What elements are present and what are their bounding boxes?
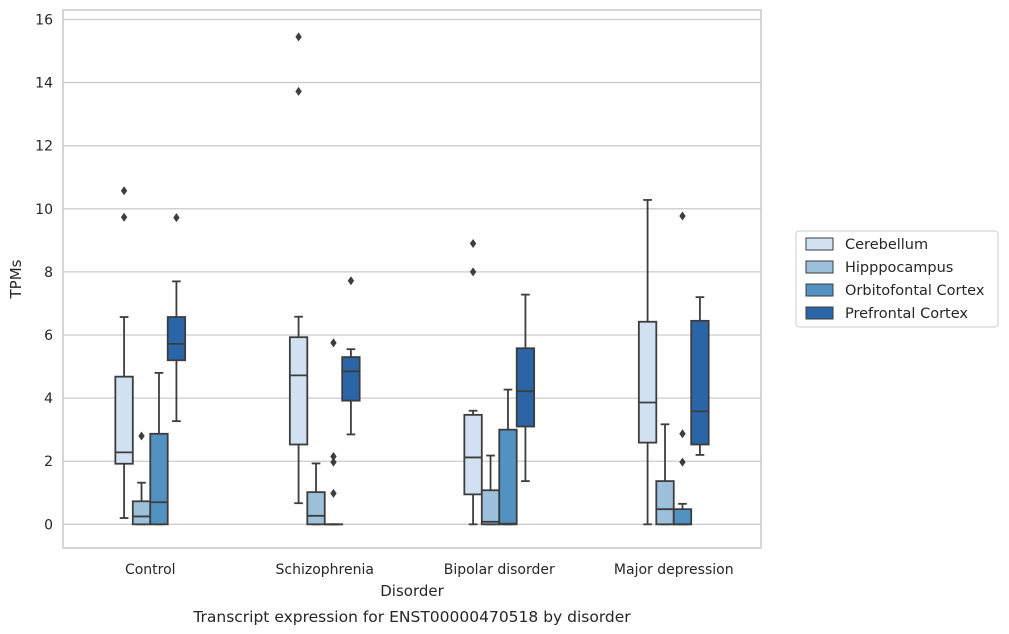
- outlier-marker: [679, 457, 686, 467]
- box-iqr: [655, 480, 675, 526]
- outlier-marker: [295, 86, 302, 96]
- plot-frame: [62, 9, 762, 549]
- box-prefrontal-cortex: [690, 296, 710, 456]
- outlier-marker: [679, 429, 686, 439]
- box-orbitofontal-cortex: [149, 371, 169, 526]
- x-tick-labels: Control Schizophrenia Bipolar disorder Majo…: [125, 562, 734, 578]
- y-tick-label: 8: [44, 265, 53, 281]
- box-prefrontal-cortex: [166, 213, 187, 423]
- box-hipppocampus: [131, 431, 152, 526]
- x-tick-label: Schizophrenia: [276, 562, 374, 578]
- legend-label: Hipppocampus: [845, 260, 953, 276]
- legend: Cerebellum Hipppocampus Orbitofontal Corte…: [795, 230, 999, 328]
- box-iqr: [515, 347, 536, 428]
- box-iqr: [306, 491, 326, 526]
- box-orbitofontal-cortex: [672, 211, 693, 526]
- outlier-marker: [295, 32, 302, 42]
- box-iqr: [288, 336, 309, 446]
- box-iqr: [637, 320, 658, 444]
- y-tick-label: 10: [35, 202, 53, 218]
- x-axis-label: Disorder: [380, 582, 444, 600]
- legend-swatch: [805, 283, 834, 297]
- legend-swatch: [805, 306, 834, 320]
- box-iqr: [690, 319, 710, 446]
- outlier-marker: [173, 213, 180, 223]
- x-tick-label: Bipolar disorder: [444, 562, 555, 578]
- outlier-marker: [469, 239, 477, 249]
- outlier-marker: [469, 267, 477, 277]
- legend-label: Prefrontal Cortex: [845, 306, 968, 322]
- box-orbitofontal-cortex: [323, 338, 344, 526]
- chart-caption: Transcript expression for ENST0000047051…: [192, 608, 631, 626]
- box-prefrontal-cortex: [515, 293, 536, 483]
- legend-label: Orbitofontal Cortex: [845, 283, 985, 299]
- y-tick-label: 14: [35, 76, 53, 92]
- box-iqr: [149, 432, 169, 526]
- y-tick-label: 12: [35, 139, 53, 155]
- box-iqr: [463, 413, 483, 496]
- box-iqr: [341, 356, 361, 402]
- box-cerebellum: [463, 239, 483, 526]
- x-tick-label: Control: [125, 562, 176, 578]
- outlier-marker: [679, 211, 686, 221]
- outlier-marker: [330, 451, 337, 461]
- box-hipppocampus: [655, 423, 675, 526]
- box-prefrontal-cortex: [341, 276, 361, 436]
- y-tick-labels: 0 2 4 6 8 10 12 14 16: [35, 12, 53, 533]
- legend-swatch: [805, 237, 834, 251]
- legend-frame: [795, 230, 999, 328]
- y-tick-label: 2: [44, 454, 53, 470]
- y-tick-label: 16: [35, 12, 53, 28]
- box-iqr: [498, 428, 518, 526]
- outlier-marker: [120, 212, 128, 222]
- outlier-marker: [330, 338, 337, 348]
- boxes: [114, 32, 710, 526]
- box-hipppocampus: [306, 462, 326, 526]
- box-orbitofontal-cortex: [498, 388, 518, 526]
- box-hipppocampus: [480, 454, 501, 526]
- outlier-marker: [347, 276, 355, 286]
- box-iqr: [166, 316, 187, 362]
- outlier-marker: [138, 431, 145, 441]
- box-iqr: [131, 500, 152, 526]
- box-cerebellum: [114, 186, 134, 519]
- outlier-marker: [330, 488, 337, 498]
- x-tick-label: Major depression: [614, 562, 734, 578]
- outlier-marker: [330, 457, 337, 467]
- box-iqr: [672, 508, 693, 526]
- box-cerebellum: [288, 32, 309, 505]
- legend-swatch: [805, 260, 834, 274]
- box-iqr: [114, 375, 134, 465]
- legend-label: Cerebellum: [845, 237, 928, 253]
- y-tick-label: 0: [44, 517, 53, 533]
- outlier-marker: [120, 186, 128, 196]
- box-iqr: [480, 489, 501, 526]
- box-cerebellum: [637, 199, 658, 526]
- y-axis-label: TPMs: [7, 259, 25, 299]
- y-tick-label: 6: [44, 328, 53, 344]
- y-tick-label: 4: [44, 391, 53, 407]
